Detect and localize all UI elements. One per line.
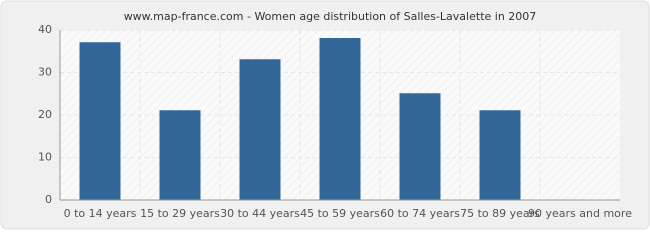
bar (79, 42, 121, 201)
chart-title: www.map-france.com - Women age distribut… (124, 10, 537, 23)
y-tick-label: 10 (38, 151, 52, 164)
bar (239, 59, 281, 201)
bar (159, 110, 201, 201)
x-tick-label: 0 to 14 years (64, 207, 137, 220)
bar (479, 110, 521, 201)
x-tick-label: 45 to 59 years (300, 207, 380, 220)
x-tick-label: 60 to 74 years (380, 207, 460, 220)
x-tick-label: 30 to 44 years (220, 207, 300, 220)
y-tick-label: 40 (38, 23, 52, 36)
y-tick-label: 30 (38, 66, 52, 79)
x-tick-label: 75 to 89 years (460, 207, 540, 220)
chart: www.map-france.com - Women age distribut… (0, 0, 650, 230)
bar (399, 93, 441, 201)
bar (319, 38, 361, 201)
x-tick-label: 90 years and more (528, 207, 632, 220)
x-tick-label: 15 to 29 years (140, 207, 220, 220)
y-tick-label: 20 (38, 108, 52, 121)
y-tick-label: 0 (45, 193, 52, 206)
